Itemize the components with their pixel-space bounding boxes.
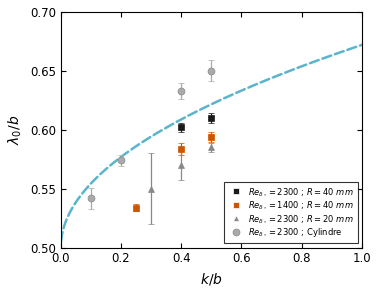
- X-axis label: $k/b$: $k/b$: [200, 271, 223, 287]
- Y-axis label: $\lambda_0/b$: $\lambda_0/b$: [7, 115, 24, 145]
- Legend: $Re_{\delta_*} = 2300$ ; $R = 40\ mm$, $Re_{\delta_*} = 1400$ ; $R = 40\ mm$, $R: $Re_{\delta_*} = 2300$ ; $R = 40\ mm$, $…: [224, 182, 358, 243]
